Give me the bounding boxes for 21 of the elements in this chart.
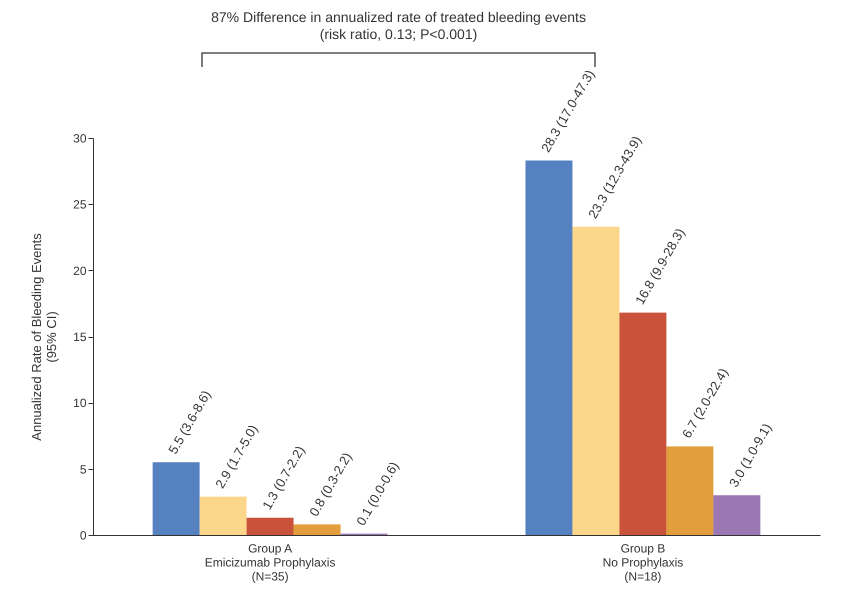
y-tick-label: 10 [73,396,87,410]
y-tick-label: 15 [73,330,87,344]
y-tick-label: 0 [80,528,87,542]
bar [246,518,294,535]
bar [525,160,572,535]
chart-subtitle: (risk ratio, 0.13; P<0.001) [320,26,478,42]
bar [666,446,714,535]
bar [572,226,620,535]
y-tick-label: 5 [80,462,87,476]
bar [200,496,247,535]
bar [294,524,341,535]
y-axis-title: Annualized Rate of Bleeding Events (95% CI) [29,232,60,441]
bar [152,462,200,535]
y-tick-label: 30 [73,132,87,146]
x-tick-label: Group B No Prophylaxis (N=18) [602,542,684,584]
y-tick-label: 25 [73,198,87,212]
bar [713,495,760,535]
chart-title: 87% Difference in annualized rate of treated bleeding events [211,9,586,26]
x-tick-label: Group A Emicizumab Prophylaxis (N=35) [204,542,336,584]
bar [619,312,666,535]
y-tick-label: 20 [73,264,87,278]
